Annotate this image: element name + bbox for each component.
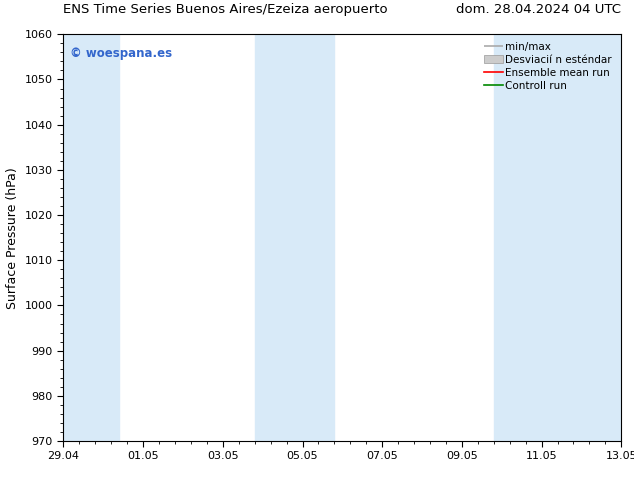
- Title: ENS Time Series Buenos Aires/Ezeiza aeropuerto      dom. 28.04.2024 04 UTC: ENS Time Series Buenos Aires/Ezeiza aero…: [0, 489, 1, 490]
- Legend: min/max, Desviacií n esténdar, Ensemble mean run, Controll run: min/max, Desviacií n esténdar, Ensemble …: [482, 40, 616, 93]
- Text: © woespana.es: © woespana.es: [70, 48, 172, 60]
- Bar: [255, 34, 334, 441]
- Text: ENS Time Series Buenos Aires/Ezeiza aeropuerto: ENS Time Series Buenos Aires/Ezeiza aero…: [63, 3, 388, 16]
- Bar: [63, 34, 119, 441]
- Text: dom. 28.04.2024 04 UTC: dom. 28.04.2024 04 UTC: [456, 3, 621, 16]
- Bar: [494, 34, 621, 441]
- Y-axis label: Surface Pressure (hPa): Surface Pressure (hPa): [6, 167, 19, 309]
